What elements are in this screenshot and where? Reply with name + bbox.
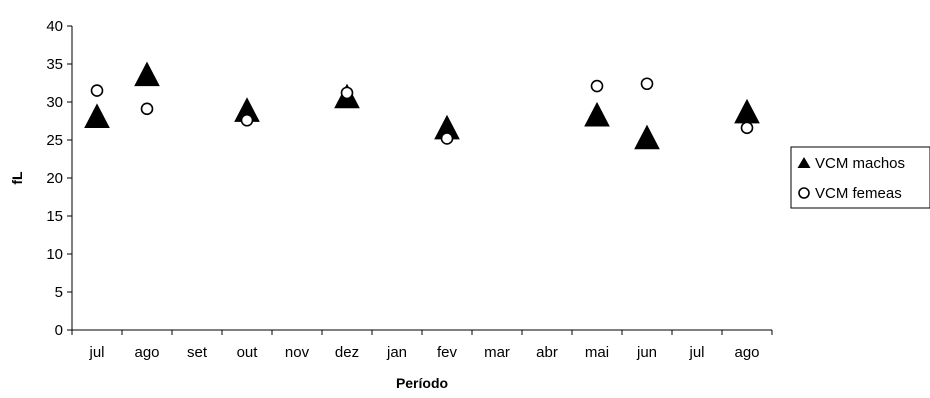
y-tick-label: 5: [55, 284, 63, 301]
x-axis-title: Período: [396, 375, 448, 391]
x-tick-label: mai: [585, 344, 609, 361]
point-vcm-femeas: [92, 85, 103, 96]
y-axis-title: fL: [9, 171, 25, 185]
point-vcm-machos: [635, 126, 659, 149]
point-vcm-machos: [135, 63, 159, 86]
y-tick-label: 40: [46, 18, 63, 35]
y-tick-label: 25: [46, 132, 63, 149]
point-vcm-machos: [735, 100, 759, 123]
x-tick-label: nov: [285, 344, 310, 361]
chart-axes: [67, 26, 772, 335]
x-tick-label: set: [187, 344, 208, 361]
x-tick-label: ago: [734, 344, 759, 361]
y-tick-labels: 0 5 10 15 20 25 30 35 40: [46, 18, 63, 339]
point-vcm-femeas: [442, 133, 453, 144]
legend-marker-vcm-femeas: [799, 188, 809, 198]
x-tick-label: jul: [88, 344, 104, 361]
data-points: [85, 63, 759, 149]
x-tick-label: dez: [335, 344, 359, 361]
point-vcm-femeas: [242, 115, 253, 126]
x-tick-label: jun: [636, 344, 657, 361]
y-tick-label: 30: [46, 94, 63, 111]
legend: VCM machos VCM femeas: [791, 147, 930, 208]
y-tick-label: 0: [55, 322, 63, 339]
y-tick-label: 20: [46, 170, 63, 187]
point-vcm-machos: [585, 103, 609, 126]
x-tick-label: mar: [484, 344, 510, 361]
point-vcm-femeas: [342, 87, 353, 98]
y-tick-label: 10: [46, 246, 63, 263]
y-tick-label: 15: [46, 208, 63, 225]
x-tick-label: jan: [386, 344, 407, 361]
y-tick-label: 35: [46, 56, 63, 73]
x-tick-label: ago: [134, 344, 159, 361]
point-vcm-femeas: [742, 122, 753, 133]
point-vcm-femeas: [142, 103, 153, 114]
x-tick-labels: jul ago set out nov dez jan fev mar abr mai jun jul a…: [88, 344, 759, 361]
legend-label: VCM femeas: [815, 185, 902, 202]
point-vcm-femeas: [592, 81, 603, 92]
x-tick-label: abr: [536, 344, 558, 361]
point-vcm-femeas: [642, 78, 653, 89]
x-tick-label: out: [237, 344, 259, 361]
point-vcm-machos: [85, 104, 109, 127]
x-tick-label: jul: [688, 344, 704, 361]
legend-label: VCM machos: [815, 155, 905, 172]
x-tick-label: fev: [437, 344, 458, 361]
